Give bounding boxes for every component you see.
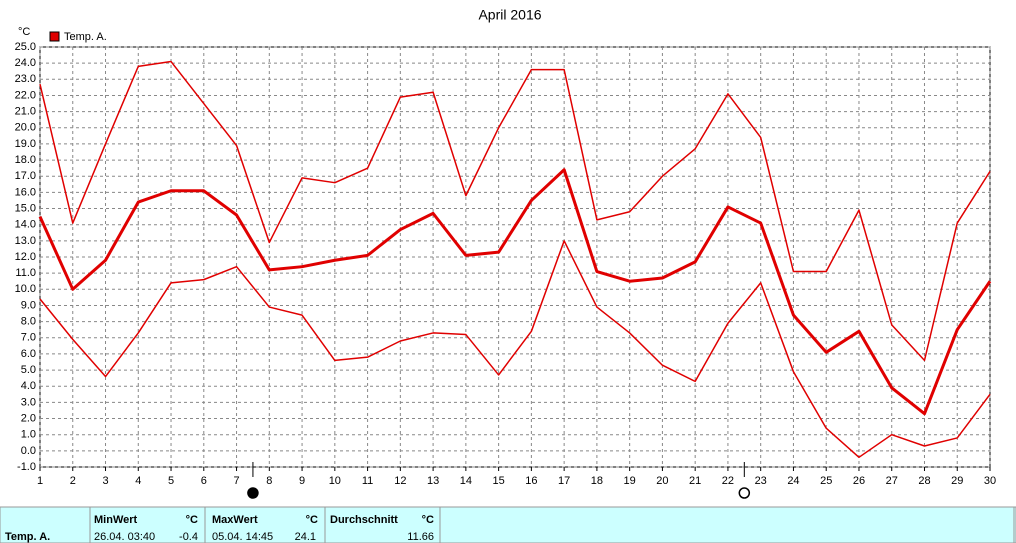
x-tick-label: 2: [70, 475, 76, 487]
x-tick-label: 8: [266, 475, 272, 487]
x-tick-label: 28: [918, 475, 930, 487]
x-tick-label: 12: [394, 475, 406, 487]
max-time: 05.04. 14:45: [212, 531, 273, 543]
x-tick-label: 22: [722, 475, 734, 487]
y-tick-label: 3.0: [21, 396, 36, 408]
x-tick-label: 5: [168, 475, 174, 487]
x-tick-label: 18: [591, 475, 603, 487]
y-unit: °C: [18, 26, 30, 38]
x-tick-label: 27: [886, 475, 898, 487]
y-tick-label: 19.0: [15, 138, 36, 150]
y-tick-label: 25.0: [15, 41, 36, 53]
moon-phase: [247, 487, 259, 499]
y-tick-label: -1.0: [17, 461, 36, 473]
y-tick-label: 9.0: [21, 299, 36, 311]
x-tick-label: 30: [984, 475, 996, 487]
x-tick-label: 14: [460, 475, 472, 487]
y-tick-label: 4.0: [21, 380, 36, 392]
max-unit: °C: [306, 514, 318, 526]
legend-swatch: [49, 31, 60, 42]
mean-unit: °C: [422, 514, 434, 526]
x-tick-label: 25: [820, 475, 832, 487]
mean-value: 11.66: [407, 531, 434, 543]
x-tick-label: 9: [299, 475, 305, 487]
sensor-name: Temp. A.: [5, 531, 50, 543]
y-tick-label: 24.0: [15, 57, 36, 69]
y-tick-label: 11.0: [15, 267, 36, 279]
y-tick-label: 12.0: [15, 251, 36, 263]
y-tick-label: 16.0: [15, 186, 36, 198]
y-tick-label: 6.0: [21, 348, 36, 360]
x-tick-label: 17: [558, 475, 570, 487]
x-tick-label: 3: [102, 475, 108, 487]
x-tick-label: 19: [624, 475, 636, 487]
mean-heading: Durchschnitt: [330, 514, 398, 526]
x-tick-label: 24: [787, 475, 799, 487]
legend-label: Temp. A.: [64, 31, 107, 43]
x-tick-label: 21: [689, 475, 701, 487]
min-heading: MinWert: [94, 514, 138, 526]
y-tick-label: 21.0: [15, 106, 36, 118]
y-tick-label: 22.0: [15, 89, 36, 101]
min-value: -0.4: [179, 531, 198, 543]
x-tick-label: 16: [525, 475, 537, 487]
y-tick-label: 14.0: [15, 219, 36, 231]
max-heading: MaxWert: [212, 514, 258, 526]
x-tick-label: 1: [37, 475, 43, 487]
moon-phase: [738, 487, 751, 499]
y-tick-label: 1.0: [21, 429, 36, 441]
x-tick-label: 4: [135, 475, 141, 487]
y-tick-label: 0.0: [21, 445, 36, 457]
y-tick-label: 10.0: [15, 283, 36, 295]
x-tick-label: 20: [656, 475, 668, 487]
y-tick-label: 20.0: [15, 122, 36, 134]
x-tick-label: 23: [755, 475, 767, 487]
line-mean: [38, 168, 992, 416]
summary-panel: [0, 506, 1016, 543]
x-tick-label: 11: [362, 475, 373, 487]
y-tick-label: 17.0: [15, 170, 36, 182]
x-tick-label: 15: [492, 475, 504, 487]
line-max: [39, 60, 991, 362]
y-tick-label: 13.0: [15, 235, 36, 247]
x-tick-label: 10: [329, 475, 341, 487]
x-tick-label: 13: [427, 475, 439, 487]
chart-title: April 2016: [478, 7, 541, 23]
y-tick-label: 23.0: [15, 73, 36, 85]
x-tick-label: 7: [233, 475, 239, 487]
min-time: 26.04. 03:40: [94, 531, 155, 543]
max-value: 24.1: [295, 531, 316, 543]
y-tick-label: 5.0: [21, 364, 36, 376]
x-tick-label: 29: [951, 475, 963, 487]
y-tick-label: 15.0: [15, 202, 36, 214]
y-tick-label: 18.0: [15, 154, 36, 166]
y-tick-label: 7.0: [21, 332, 36, 344]
min-unit: °C: [186, 514, 198, 526]
x-tick-label: 6: [201, 475, 207, 487]
y-tick-label: 2.0: [21, 412, 36, 424]
x-tick-label: 26: [853, 475, 865, 487]
line-min: [39, 240, 991, 459]
y-tick-label: 8.0: [21, 316, 36, 328]
